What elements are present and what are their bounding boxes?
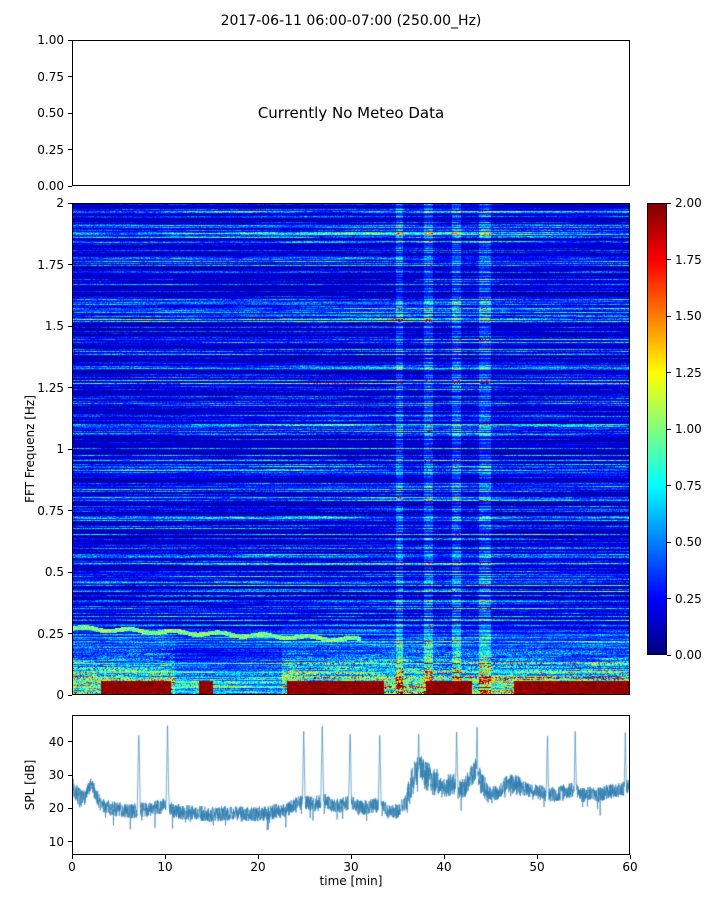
y-tick-label: 1.00	[37, 33, 64, 47]
y-tick-label: 0.75	[37, 69, 64, 84]
y-tick-label: 0.75	[37, 503, 64, 518]
y-tick-mark	[68, 112, 72, 114]
y-tick-mark	[68, 39, 72, 41]
colorbar-tick-label: 0.00	[675, 648, 702, 662]
y-tick-mark	[68, 76, 72, 77]
y-tick-mark	[68, 325, 72, 327]
x-tick-mark	[629, 855, 631, 859]
y-tick-label: 0	[56, 688, 64, 702]
colorbar-tick-label: 1.50	[675, 309, 702, 323]
x-tick-label: 40	[436, 860, 452, 874]
colorbar-tick-mark	[667, 541, 671, 543]
colorbar-tick-label: 1.00	[675, 422, 702, 436]
meteo-message: Currently No Meteo Data	[257, 104, 445, 122]
y-tick-mark	[68, 202, 72, 204]
y-tick-label: 0.00	[37, 179, 64, 193]
colorbar-tick-label: 1.25	[675, 365, 702, 380]
x-tick-mark	[536, 855, 538, 859]
y-tick-label: 1.25	[37, 380, 64, 395]
y-tick-label: 30	[48, 768, 64, 782]
x-tick-mark	[257, 855, 259, 859]
x-tick-label: 60	[622, 860, 638, 874]
x-tick-mark	[443, 855, 445, 859]
y-tick-label: 0.25	[37, 142, 64, 157]
colorbar-tick-label: 0.50	[675, 535, 702, 549]
colorbar-gradient	[648, 204, 666, 654]
y-tick-label: 20	[48, 801, 64, 816]
colorbar-tick-mark	[667, 485, 671, 486]
y-tick-label: 0.50	[37, 106, 64, 120]
colorbar-tick-mark	[667, 259, 671, 260]
y-tick-mark	[68, 149, 72, 150]
y-tick-label: 40	[48, 734, 64, 749]
colorbar-tick-mark	[667, 598, 671, 599]
x-tick-mark	[164, 855, 166, 859]
spectrogram-panel	[72, 203, 630, 695]
spl-line-chart	[73, 716, 629, 854]
colorbar-tick-mark	[667, 315, 671, 317]
colorbar-tick-mark	[667, 428, 671, 430]
x-tick-label: 30	[343, 860, 359, 874]
y-tick-mark	[68, 571, 72, 573]
y-tick-label: 1	[56, 442, 64, 456]
colorbar-tick-label: 1.75	[675, 252, 702, 267]
y-tick-mark	[68, 633, 72, 634]
figure-title: 2017-06-11 06:00-07:00 (250.00_Hz)	[220, 13, 482, 29]
y-tick-mark	[68, 841, 72, 843]
colorbar	[647, 203, 667, 655]
colorbar-tick-label: 0.75	[675, 478, 702, 493]
y-tick-mark	[68, 694, 72, 696]
y-tick-mark	[68, 264, 72, 265]
colorbar-tick-label: 2.00	[675, 196, 702, 210]
meteo-panel: Currently No Meteo Data	[72, 40, 630, 186]
y-tick-mark	[68, 774, 72, 776]
spl-panel	[72, 715, 630, 855]
y-tick-mark	[68, 741, 72, 743]
colorbar-tick-label: 0.25	[675, 591, 702, 606]
x-tick-mark	[350, 855, 352, 859]
x-tick-label: 50	[529, 860, 545, 874]
colorbar-tick-mark	[667, 372, 671, 373]
colorbar-tick-mark	[667, 202, 671, 204]
y-tick-mark	[68, 807, 72, 809]
y-tick-mark	[68, 448, 72, 450]
y-tick-label: 1.5	[44, 319, 64, 333]
spectrogram-heatmap	[73, 204, 629, 694]
x-tick-label: 20	[250, 860, 266, 874]
x-tick-label: 0	[68, 860, 76, 874]
y-tick-mark	[68, 510, 72, 511]
y-tick-label: 2	[56, 196, 64, 210]
y-tick-mark	[68, 185, 72, 187]
y-tick-label: 0.5	[44, 565, 64, 579]
y-tick-label: 10	[48, 834, 64, 849]
colorbar-tick-mark	[667, 654, 671, 656]
x-axis-label: time [min]	[319, 874, 383, 888]
x-tick-label: 10	[157, 860, 173, 874]
x-tick-mark	[71, 855, 73, 859]
y-tick-label: 0.25	[37, 626, 64, 641]
y-tick-mark	[68, 387, 72, 388]
y-tick-label: 1.75	[37, 257, 64, 272]
